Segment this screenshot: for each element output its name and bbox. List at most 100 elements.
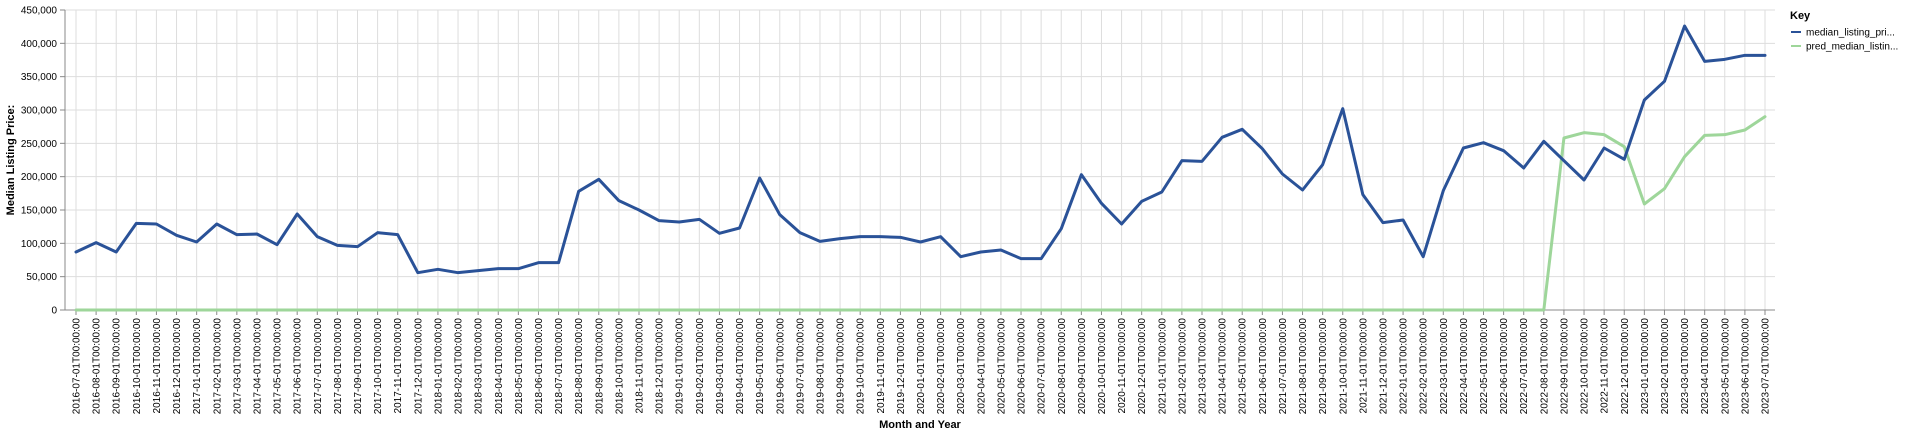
x-tick-label: 2023-01-01T00:00:00: [1640, 318, 1651, 415]
x-tick-label: 2022-03-01T00:00:00: [1439, 318, 1450, 415]
legend-label: median_listing_pri...: [1806, 28, 1895, 39]
x-tick-label: 2022-02-01T00:00:00: [1419, 318, 1430, 415]
x-tick-label: 2016-12-01T00:00:00: [172, 318, 183, 415]
x-tick-label: 2019-10-01T00:00:00: [856, 318, 867, 415]
gridlines: [65, 9, 1775, 311]
x-tick-label: 2022-08-01T00:00:00: [1539, 318, 1550, 415]
x-tick-label: 2020-06-01T00:00:00: [1017, 318, 1028, 415]
x-axis: 2016-07-01T00:00:00 2016-08-01T00:00:00 20…: [65, 309, 1775, 415]
x-tick-label: 2019-12-01T00:00:00: [896, 318, 907, 415]
x-tick-label: 2016-07-01T00:00:00: [72, 318, 83, 415]
y-axis-title: Median Listing Price:: [5, 105, 17, 216]
x-tick-label: 2022-07-01T00:00:00: [1519, 318, 1530, 415]
legend: Key median_listing_pri... pred_median_lis…: [1790, 10, 1898, 53]
x-tick-label: 2016-11-01T00:00:00: [152, 318, 163, 414]
x-tick-label: 2018-04-01T00:00:00: [494, 318, 505, 415]
legend-label: pred_median_listin...: [1806, 42, 1898, 53]
x-tick-label: 2017-10-01T00:00:00: [373, 318, 384, 415]
x-tick-label: 2018-06-01T00:00:00: [534, 318, 545, 415]
x-tick-label: 2018-11-01T00:00:00: [635, 318, 646, 414]
y-tick-label: 300,000: [21, 106, 58, 117]
x-tick-label: 2021-01-01T00:00:00: [1157, 318, 1168, 415]
x-tick-label: 2017-12-01T00:00:00: [413, 318, 424, 415]
x-tick-label: 2017-08-01T00:00:00: [333, 318, 344, 415]
y-tick-label: 0: [51, 306, 57, 317]
y-tick-label: 50,000: [26, 272, 57, 283]
x-tick-label: 2018-07-01T00:00:00: [554, 318, 565, 415]
x-tick-label: 2020-01-01T00:00:00: [916, 318, 927, 415]
y-tick-label: 100,000: [21, 239, 58, 250]
x-tick-label: 2022-04-01T00:00:00: [1459, 318, 1470, 415]
legend-title: Key: [1790, 10, 1811, 22]
x-tick-label: 2021-05-01T00:00:00: [1238, 318, 1249, 415]
x-tick-label: 2021-02-01T00:00:00: [1177, 318, 1188, 415]
y-axis: 0 50,000 100,000 150,000 200,000 250,000 300,0…: [21, 6, 66, 317]
x-tick-label: 2016-09-01T00:00:00: [112, 318, 123, 415]
x-tick-label: 2021-03-01T00:00:00: [1198, 318, 1209, 415]
x-tick-label: 2023-05-01T00:00:00: [1720, 318, 1731, 415]
x-tick-label: 2023-03-01T00:00:00: [1680, 318, 1691, 415]
x-tick-label: 2021-10-01T00:00:00: [1338, 318, 1349, 415]
x-tick-label: 2019-04-01T00:00:00: [735, 318, 746, 415]
x-tick-label: 2019-06-01T00:00:00: [775, 318, 786, 415]
x-tick-label: 2021-04-01T00:00:00: [1218, 318, 1229, 415]
x-tick-label: 2018-09-01T00:00:00: [594, 318, 605, 415]
x-tick-label: 2020-09-01T00:00:00: [1077, 318, 1088, 415]
x-tick-label: 2019-08-01T00:00:00: [815, 318, 826, 415]
x-tick-label: 2022-09-01T00:00:00: [1559, 318, 1570, 415]
x-tick-label: 2017-05-01T00:00:00: [273, 318, 284, 415]
x-tick-label: 2019-09-01T00:00:00: [836, 318, 847, 415]
x-tick-label: 2016-08-01T00:00:00: [92, 318, 103, 415]
x-tick-label: 2017-01-01T00:00:00: [192, 318, 203, 415]
y-tick-label: 400,000: [21, 39, 58, 50]
x-tick-label: 2022-01-01T00:00:00: [1399, 318, 1410, 415]
x-tick-label: 2020-05-01T00:00:00: [996, 318, 1007, 415]
x-tick-label: 2020-08-01T00:00:00: [1057, 318, 1068, 415]
x-tick-label: 2017-09-01T00:00:00: [353, 318, 364, 415]
x-tick-label: 2019-02-01T00:00:00: [695, 318, 706, 415]
x-tick-label: 2017-03-01T00:00:00: [232, 318, 243, 415]
x-tick-label: 2022-05-01T00:00:00: [1479, 318, 1490, 415]
x-tick-label: 2018-12-01T00:00:00: [655, 318, 666, 415]
x-tick-label: 2021-09-01T00:00:00: [1318, 318, 1329, 415]
x-tick-label: 2021-06-01T00:00:00: [1258, 318, 1269, 415]
x-tick-label: 2021-12-01T00:00:00: [1378, 318, 1389, 415]
x-tick-label: 2018-01-01T00:00:00: [433, 318, 444, 415]
x-tick-label: 2019-11-01T00:00:00: [876, 318, 887, 414]
x-tick-label: 2020-03-01T00:00:00: [956, 318, 967, 415]
series-lines: [74, 24, 1767, 312]
x-tick-label: 2023-07-01T00:00:00: [1761, 318, 1772, 415]
x-tick-label: 2020-11-01T00:00:00: [1117, 318, 1128, 414]
x-tick-label: 2019-05-01T00:00:00: [755, 318, 766, 415]
x-tick-label: 2022-12-01T00:00:00: [1620, 318, 1631, 415]
x-tick-label: 2020-02-01T00:00:00: [936, 318, 947, 415]
x-tick-label: 2022-10-01T00:00:00: [1580, 318, 1591, 415]
series-line: [74, 24, 1767, 275]
x-tick-label: 2017-06-01T00:00:00: [293, 318, 304, 415]
y-tick-label: 150,000: [21, 206, 58, 217]
x-tick-label: 2020-04-01T00:00:00: [976, 318, 987, 415]
x-tick-label: 2022-06-01T00:00:00: [1499, 318, 1510, 415]
x-tick-label: 2018-08-01T00:00:00: [574, 318, 585, 415]
x-tick-label: 2023-02-01T00:00:00: [1660, 318, 1671, 415]
x-tick-label: 2018-05-01T00:00:00: [514, 318, 525, 415]
x-tick-label: 2017-02-01T00:00:00: [212, 318, 223, 415]
x-axis-title: Month and Year: [879, 419, 961, 431]
x-tick-label: 2023-04-01T00:00:00: [1700, 318, 1711, 415]
y-tick-label: 450,000: [21, 6, 58, 17]
x-tick-label: 2020-12-01T00:00:00: [1137, 318, 1148, 415]
x-tick-label: 2017-04-01T00:00:00: [252, 318, 263, 415]
x-tick-label: 2022-11-01T00:00:00: [1600, 318, 1611, 414]
x-tick-label: 2020-10-01T00:00:00: [1097, 318, 1108, 415]
x-tick-label: 2016-10-01T00:00:00: [132, 318, 143, 415]
x-tick-label: 2018-10-01T00:00:00: [614, 318, 625, 415]
x-tick-label: 2018-03-01T00:00:00: [474, 318, 485, 415]
x-tick-label: 2017-11-01T00:00:00: [393, 318, 404, 414]
y-tick-label: 200,000: [21, 172, 58, 183]
y-tick-label: 350,000: [21, 72, 58, 83]
series-line: [74, 115, 1767, 312]
y-tick-label: 250,000: [21, 139, 58, 150]
x-tick-label: 2023-06-01T00:00:00: [1740, 318, 1751, 415]
x-tick-label: 2019-01-01T00:00:00: [675, 318, 686, 415]
